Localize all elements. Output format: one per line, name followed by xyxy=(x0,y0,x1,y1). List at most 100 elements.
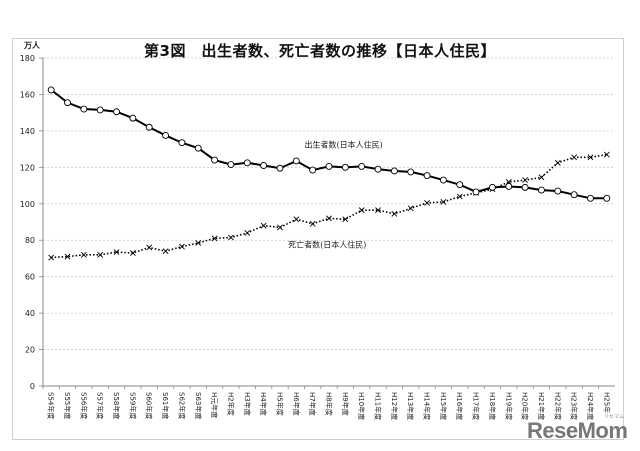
deaths-marker-x xyxy=(277,224,283,231)
y-tick-label: 160 xyxy=(20,90,35,99)
births-marker-circle xyxy=(47,86,55,94)
x-tick-label: S61年度 xyxy=(161,392,170,419)
births-marker-circle xyxy=(423,172,431,179)
births-marker-circle xyxy=(570,191,578,199)
births-marker-circle xyxy=(260,162,268,169)
y-tick-label: 20 xyxy=(25,346,35,355)
y-tick-label: 140 xyxy=(20,127,35,136)
births-marker-circle xyxy=(472,188,480,196)
x-tick-label: H19年度 xyxy=(504,392,513,420)
x-tick-label: H21年度 xyxy=(537,392,546,420)
x-tick-label: H12年度 xyxy=(390,392,399,420)
births-marker-circle xyxy=(194,144,202,152)
x-tick-label: H16年度 xyxy=(455,392,464,420)
deaths-marker-x xyxy=(571,154,578,161)
births-marker-circle xyxy=(554,187,562,195)
x-tick-label: H11年度 xyxy=(374,392,383,420)
births-marker-circle xyxy=(64,99,71,107)
births-marker-circle xyxy=(390,167,398,175)
x-tick-label: S63年度 xyxy=(194,392,203,419)
deaths-marker-x xyxy=(326,215,332,222)
deaths-marker-x xyxy=(424,199,430,206)
births-marker-circle xyxy=(505,183,513,190)
x-tick-label: H3年度 xyxy=(243,392,252,416)
x-tick-label: H23年度 xyxy=(570,392,579,420)
births-marker-circle xyxy=(96,106,104,114)
deaths-marker-x xyxy=(64,253,71,260)
births-marker-circle xyxy=(276,164,284,172)
births-marker-circle xyxy=(439,176,447,184)
y-tick-label: 100 xyxy=(20,200,35,209)
x-tick-label: S55年度 xyxy=(63,392,72,419)
x-tick-label: H9年度 xyxy=(341,392,350,416)
x-tick-label: H10年度 xyxy=(357,392,366,420)
births-marker-circle xyxy=(341,163,349,171)
y-tick-label: 60 xyxy=(25,273,35,282)
x-tick-label: H14年度 xyxy=(423,392,432,420)
x-tick-label: H2年度 xyxy=(226,392,235,416)
births-marker-circle xyxy=(80,105,88,113)
births-marker-circle xyxy=(358,162,366,170)
x-tick-label: H15年度 xyxy=(439,392,448,420)
births-marker-circle xyxy=(211,156,219,164)
births-marker-circle xyxy=(145,123,153,131)
x-tick-label: S59年度 xyxy=(128,392,137,419)
deaths-marker-x xyxy=(440,199,447,205)
x-tick-label: H17年度 xyxy=(472,392,481,420)
births-marker-circle xyxy=(292,157,300,165)
births-marker-circle xyxy=(243,159,251,167)
births-marker-circle xyxy=(227,161,235,169)
deaths-marker-x xyxy=(309,220,316,227)
y-tick-label: 80 xyxy=(25,236,35,245)
deaths-marker-x xyxy=(195,240,202,246)
x-tick-label: S60年度 xyxy=(145,392,154,419)
deaths-marker-x xyxy=(391,210,398,217)
deaths-marker-x xyxy=(80,251,87,258)
births-marker-circle xyxy=(521,183,529,191)
deaths-marker-x xyxy=(554,159,561,166)
x-tick-label: H4年度 xyxy=(259,392,268,416)
deaths-marker-x xyxy=(522,177,529,184)
x-tick-label: S57年度 xyxy=(96,392,105,419)
deaths-marker-x xyxy=(293,216,300,223)
x-tick-label: S56年度 xyxy=(79,392,88,419)
deaths-marker-x xyxy=(587,154,594,161)
series-annotation: 出生者数(日本人住民) xyxy=(304,139,382,149)
deaths-marker-x xyxy=(358,207,365,214)
x-tick-label: S62年度 xyxy=(177,392,186,419)
y-tick-label: 40 xyxy=(25,309,35,318)
births-marker-circle xyxy=(603,194,611,202)
deaths-marker-x xyxy=(162,248,169,255)
x-tick-label: H22年度 xyxy=(553,392,562,420)
deaths-marker-x xyxy=(113,249,120,255)
x-tick-label: H25年 xyxy=(602,392,611,413)
y-tick-label: 180 xyxy=(20,54,35,63)
deaths-marker-x xyxy=(244,230,251,236)
deaths-marker-x xyxy=(407,205,414,212)
series-deaths-line xyxy=(51,153,607,259)
watermark-logo: ReseMom xyxy=(527,418,628,443)
deaths-marker-x xyxy=(342,216,349,223)
chart-frame xyxy=(12,38,624,440)
births-marker-circle xyxy=(309,166,317,174)
deaths-marker-x xyxy=(211,235,218,242)
births-marker-circle xyxy=(538,186,545,194)
births-marker-circle xyxy=(129,114,137,122)
deaths-marker-x xyxy=(146,244,153,251)
deaths-marker-x xyxy=(178,243,185,250)
deaths-marker-x xyxy=(129,250,136,256)
x-tick-label: H13年度 xyxy=(406,392,415,420)
chart-title: 第3図 出生者数、死亡者数の推移【日本人住民】 xyxy=(144,42,496,60)
deaths-marker-x xyxy=(456,193,463,200)
y-axis-unit: 万人 xyxy=(24,41,40,50)
births-marker-circle xyxy=(325,162,333,170)
x-tick-label: H20年度 xyxy=(521,392,530,420)
deaths-marker-x xyxy=(48,254,55,261)
x-tick-label: H7年度 xyxy=(308,392,317,416)
x-tick-label: H8年度 xyxy=(325,392,334,416)
births-marker-circle xyxy=(456,181,464,189)
deaths-marker-x xyxy=(228,234,234,241)
y-tick-label: 120 xyxy=(20,163,35,172)
deaths-marker-x xyxy=(603,151,610,158)
